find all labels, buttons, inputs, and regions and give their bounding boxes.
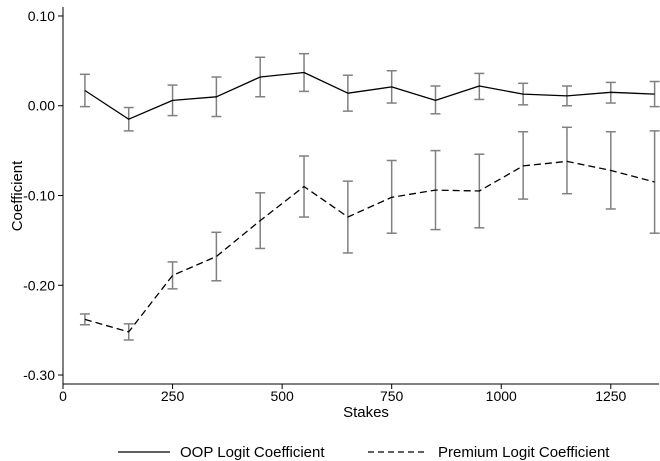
x-axis-title: Stakes — [343, 404, 389, 421]
y-tick-label: -0.10 — [23, 188, 55, 204]
error-bars — [79, 52, 660, 341]
y-tick-label: -0.20 — [23, 277, 55, 293]
error-bar — [79, 73, 90, 108]
x-tick-label: 500 — [270, 388, 294, 404]
error-bar — [649, 80, 660, 108]
y-axis-title: Coefficient — [9, 160, 26, 231]
x-tick-label: 250 — [161, 388, 185, 404]
x-tick-label: 750 — [380, 388, 404, 404]
legend: OOP Logit Coefficient Premium Logit Coef… — [118, 444, 610, 461]
y-tick-label: -0.30 — [23, 367, 55, 383]
series-line-oop — [84, 71, 655, 120]
error-bar — [561, 126, 572, 195]
series-line-premium — [84, 160, 655, 333]
y-tick-label: 0.10 — [28, 8, 55, 24]
x-tick-label: 1250 — [595, 388, 626, 404]
axes: 0.10 0.00 -0.10 -0.20 -0.300 250 500 750 1000 125… — [23, 7, 659, 404]
error-bar — [649, 130, 660, 234]
x-tick-label: 1000 — [486, 388, 517, 404]
legend-label-oop: OOP Logit Coefficient — [180, 444, 325, 461]
x-tick-label: 0 — [59, 388, 67, 404]
y-tick-label: 0.00 — [28, 98, 55, 114]
legend-label-premium: Premium Logit Coefficient — [438, 444, 610, 461]
error-bar — [211, 231, 222, 282]
series-lines — [84, 71, 655, 333]
error-bar — [167, 261, 178, 290]
